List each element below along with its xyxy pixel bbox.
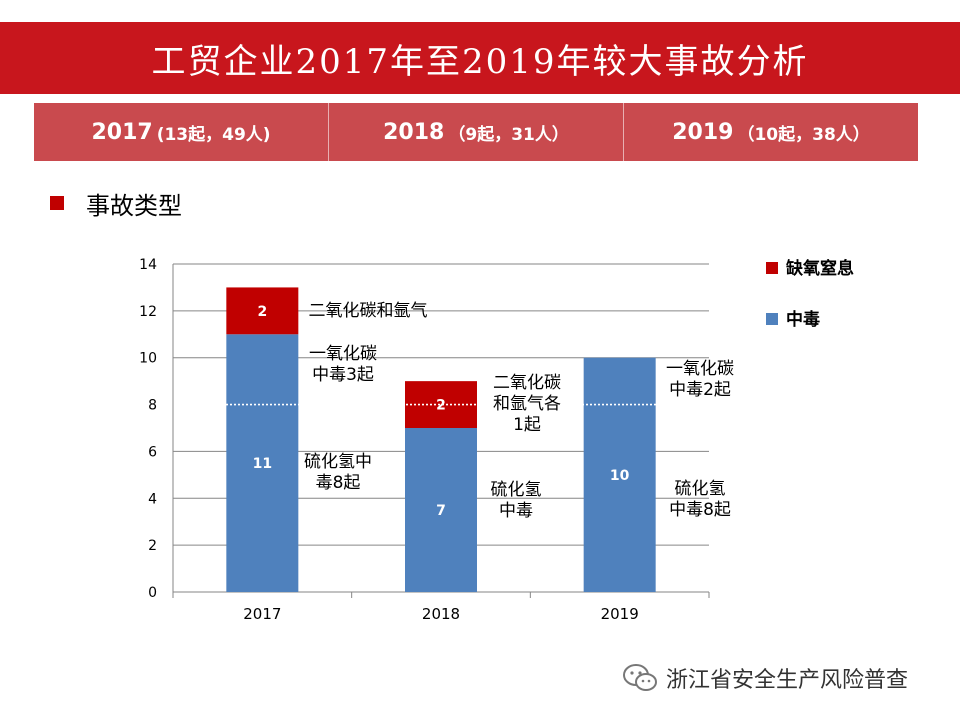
year-label: 2017 [91, 119, 153, 145]
y-tick-label: 12 [139, 304, 157, 320]
annotation-text: 1起 [513, 415, 541, 435]
x-tick-label: 2018 [422, 605, 460, 623]
annotation-text: 硫化氢 [675, 479, 726, 499]
annotation-text: 中毒3起 [312, 365, 374, 385]
x-tick-label: 2019 [601, 605, 639, 623]
bar-data-label: 2 [436, 398, 446, 414]
bar-data-label: 7 [436, 503, 446, 519]
annotation-text: 硫化氢中 [304, 452, 372, 472]
watermark-text: 浙江省安全生产风险普查 [666, 668, 909, 693]
annotation-text: 一氧化碳 [309, 344, 377, 364]
annotation-text: 毒8起 [316, 473, 361, 493]
watermark: 浙江省安全生产风险普查 [622, 660, 908, 696]
annotation-text: 二氧化碳 [493, 373, 561, 393]
legend-swatch [766, 262, 778, 274]
y-tick-label: 0 [148, 585, 157, 601]
annotation-text: 一氧化碳 [666, 359, 734, 379]
year-label: 2019 [672, 119, 734, 145]
year-detail: (13起，49人) [156, 124, 271, 145]
annotation-text: 二氧化碳和氩气 [309, 301, 428, 321]
bar-data-label: 2 [257, 304, 267, 320]
section-title: 事故类型 [86, 191, 182, 220]
bar-segment [226, 334, 299, 592]
section-heading: 事故类型 [50, 186, 182, 220]
bar-data-label: 11 [253, 456, 272, 472]
y-tick-label: 14 [139, 257, 157, 273]
y-tick-label: 6 [148, 444, 157, 460]
bar-data-label: 10 [610, 468, 630, 484]
year-label: 2018 [383, 119, 445, 145]
y-tick-label: 4 [148, 491, 157, 507]
year-detail: （10起，38人） [737, 124, 870, 145]
annotation-text: 和氩气各 [493, 394, 561, 414]
legend-label: 缺氧窒息 [786, 258, 854, 279]
bar-segment [583, 357, 656, 592]
legend-label: 中毒 [786, 309, 820, 330]
annotation-text: 中毒8起 [669, 500, 731, 520]
y-tick-label: 2 [148, 538, 157, 554]
year-summary-row: 2017 (13起，49人) 2018 （9起，31人） 2019 （10起，3… [34, 103, 918, 161]
y-tick-label: 8 [148, 398, 157, 414]
legend-swatch [766, 313, 778, 325]
bar-segment [226, 287, 299, 335]
y-tick-label: 10 [139, 351, 157, 367]
bullet-square [50, 196, 64, 210]
year-summary-2017: 2017 (13起，49人) [34, 103, 329, 161]
year-detail: （9起，31人） [448, 124, 569, 145]
annotation-text: 中毒 [499, 501, 533, 521]
wechat-icon [623, 664, 657, 691]
annotation-text: 硫化氢 [491, 480, 542, 500]
bar-segment [405, 381, 477, 428]
annotation-text: 中毒2起 [669, 380, 731, 400]
x-tick-label: 2017 [243, 605, 281, 623]
bar-segment [405, 428, 477, 592]
page-title: 工贸企业2017年至2019年较大事故分析 [0, 22, 960, 94]
year-summary-2019: 2019 （10起，38人） [624, 103, 918, 161]
year-summary-2018: 2018 （9起，31人） [329, 103, 624, 161]
